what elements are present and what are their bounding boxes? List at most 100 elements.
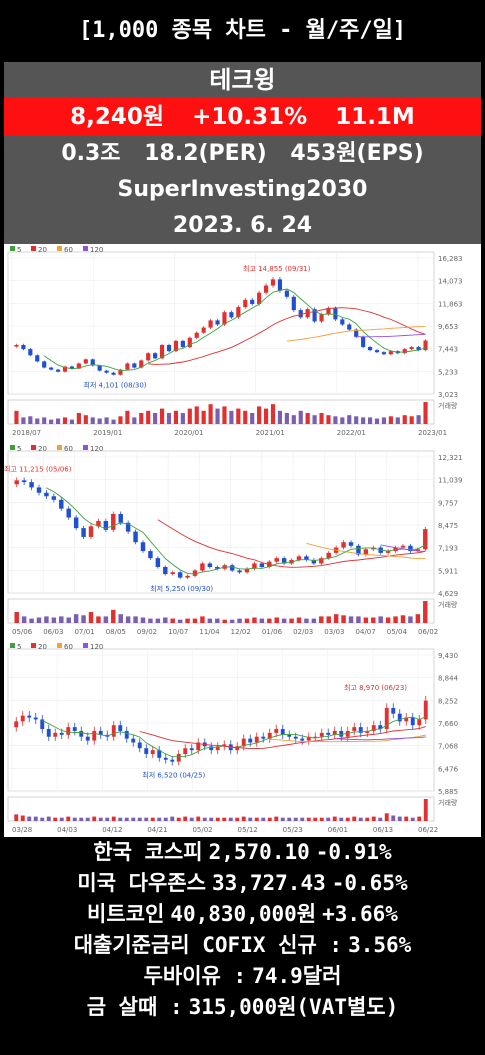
candle-body [185,575,190,578]
candle-body [263,285,269,293]
y-tick-label: 7,443 [438,346,458,354]
volume-bar [345,817,350,821]
volume-bar [250,413,255,424]
candle-body [261,736,266,739]
candle-body [209,746,214,751]
volume-frame [7,796,435,822]
y-tick-label: 12,321 [438,454,463,462]
candle-body [173,340,179,352]
candle-body [183,748,188,754]
candle-body [215,566,220,569]
volume-bar [340,417,345,424]
volume-bar [92,816,97,821]
volume-bar [391,815,396,821]
candle-body [44,492,49,497]
volume-bar [28,416,33,424]
legend-swatch [57,445,62,450]
volume-bar [96,616,101,623]
volume-bar [72,817,77,821]
stock-name-bar: 테크윙 [4,62,481,98]
candle-body [319,732,324,737]
candle-body [163,757,168,760]
volume-bar [257,406,262,424]
volume-bar [313,817,318,821]
volume-bar [298,410,303,424]
candle-body [361,336,366,348]
volume-bar [140,617,146,623]
volume-bar [83,415,88,424]
volume-bar [215,817,220,821]
candle-body [196,742,201,751]
volume-bar [235,817,240,821]
candle-body [118,725,123,731]
volume-bar [384,813,389,821]
candle-body [408,545,413,552]
legend-label: 20 [38,246,47,254]
volume-bar [263,408,269,424]
volume-bar [111,816,116,821]
volume-bar [319,413,324,424]
ma-line-ma20 [148,307,426,365]
high-label: 최고 14,855 (09/31) [243,264,311,273]
candle-body [27,715,32,718]
volume-bar [105,817,110,821]
high-label: 최고 8,970 (06/23) [344,683,407,692]
candle-body [384,707,389,730]
market-row-gold: 금 살때 :315,000원(VAT별도) [0,992,485,1023]
volume-bar [20,815,25,821]
candle-body [235,746,240,751]
volume-bar [319,817,324,821]
candle-body [28,349,33,356]
candle-body [347,324,352,330]
legend-swatch [31,643,36,648]
candle-body [103,521,109,530]
volume-bar [300,817,305,821]
candle-body [311,559,317,564]
candle-body [274,558,279,562]
candle-body [124,730,129,739]
candle-body [180,340,185,348]
market-cap: 0.3조 [61,141,121,166]
candle-body [358,727,363,733]
candle-body [374,350,380,353]
candle-body [296,556,302,560]
x-tick-label: 05/06 [12,628,33,636]
candle-body [312,309,317,322]
low-label: 최저 6,520 (04/25) [142,770,205,779]
y-tick-label: 9,653 [438,323,458,331]
candle-body [133,531,138,543]
candle-body [33,717,38,720]
candle-body [423,340,428,351]
volume-bar [415,614,421,623]
candle-body [354,329,359,337]
volume-bar [304,618,309,623]
candle-body [400,545,406,548]
market-value: 40,830,000원 [170,902,317,926]
candle-body [340,319,345,325]
candle-body [385,551,391,553]
candle-body [371,547,376,550]
volume-bar [189,817,194,821]
candle-body [274,729,279,733]
market-value: 3.56% [348,933,412,957]
volume-bar [244,618,250,623]
candle-body [326,732,331,735]
x-tick-label: 03/28 [12,826,32,834]
volume-bar [29,618,34,623]
x-tick-label: 2022/01 [337,429,366,437]
volume-bar [42,417,47,424]
candle-body [88,526,94,537]
candle-body [35,355,40,362]
volume-bar [177,619,183,623]
volume-bar [194,406,199,424]
x-tick-label: 08/05 [106,628,126,636]
candle-body [404,717,409,722]
y-tick-label: 3,023 [438,391,458,399]
candle-body [187,337,192,348]
volume-bar [416,415,421,424]
volume-bar [36,617,42,623]
candle-body [229,565,235,571]
volume-bar [125,410,130,424]
market-value: 74.9달러 [252,964,342,988]
ma-line-ma5 [46,487,426,575]
